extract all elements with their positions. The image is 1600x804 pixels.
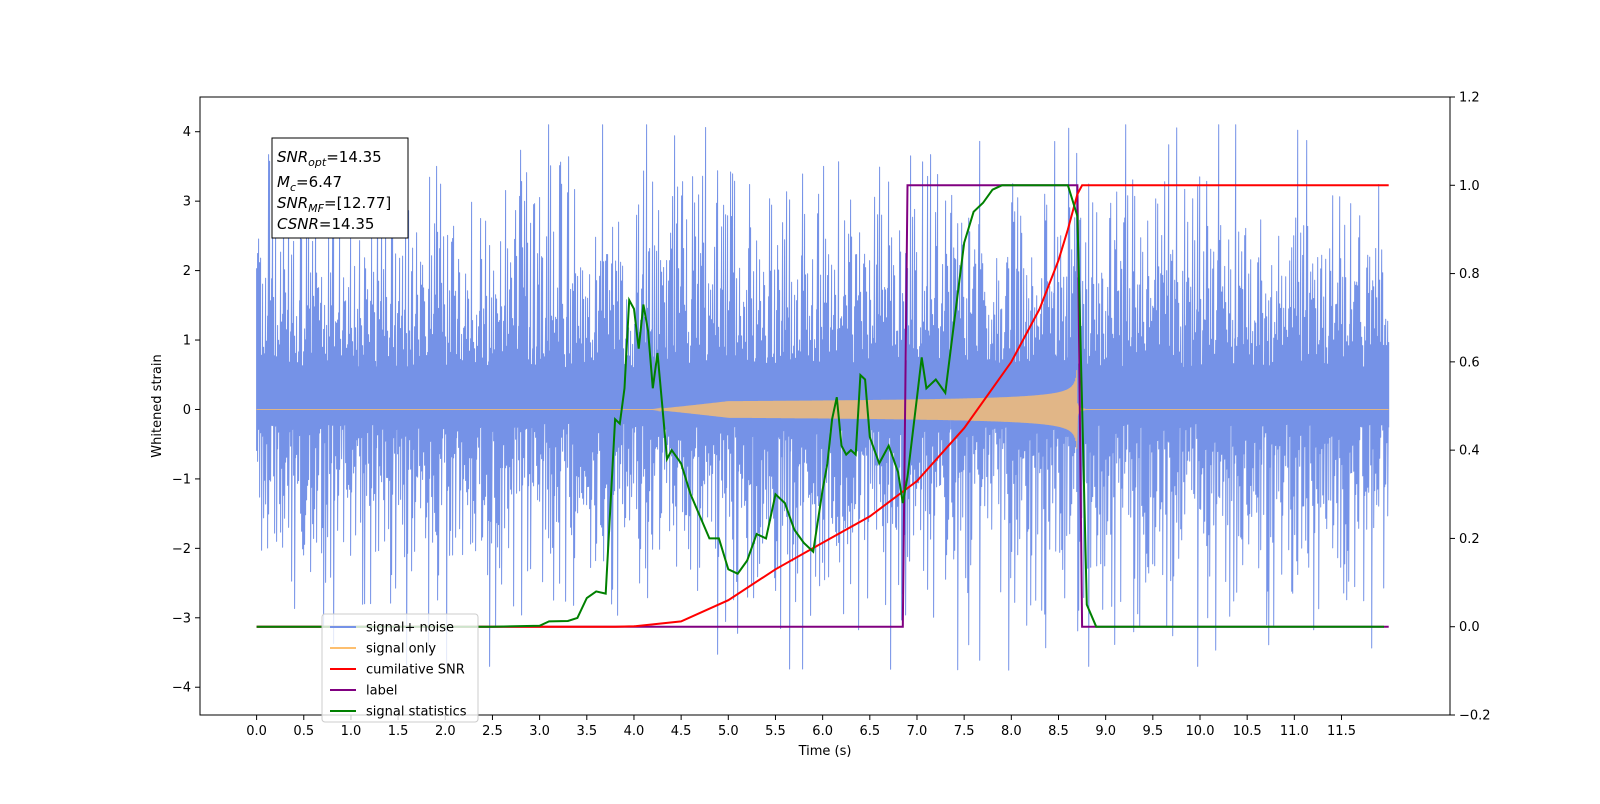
y-left-tick-label: −2 (172, 542, 191, 557)
x-tick-label: 0.5 (293, 724, 314, 739)
metric-mc: Mc=6.47 (277, 173, 342, 194)
x-tick-label: 8.0 (1001, 724, 1022, 739)
y-left-tick-label: 4 (183, 125, 191, 140)
y-left-tick-label: 2 (183, 264, 191, 279)
x-tick-label: 11.0 (1280, 724, 1309, 739)
metric-snr-opt: SNRopt=14.35 (277, 148, 382, 169)
x-tick-label: 5.5 (765, 724, 786, 739)
y-axis-right-ticks: 1.2 1.0 0.8 0.6 0.4 0.2 0.0 −0.2 (1450, 91, 1491, 724)
y-right-tick-label: 0.2 (1459, 532, 1480, 547)
x-tick-label: 2.0 (435, 724, 456, 739)
x-tick-label: 2.5 (482, 724, 503, 739)
metrics-annotation-box: SNRopt=14.35 Mc=6.47 SNRMF=[12.77] CSNR=… (271, 137, 409, 239)
x-tick-label: 1.5 (388, 724, 409, 739)
x-tick-label: 9.0 (1095, 724, 1116, 739)
legend-frame (321, 613, 479, 723)
y-right-tick-label: 0.4 (1459, 444, 1480, 459)
legend-items: signal+ noise signal only cumilative SNR la… (330, 621, 467, 720)
x-tick-label: 5.0 (718, 724, 739, 739)
metric-snr-mf: SNRMF=[12.77] (277, 194, 391, 215)
y-right-tick-label: 1.0 (1459, 179, 1480, 194)
y-axis-label: Whitened strain (150, 354, 165, 457)
x-tick-label: 6.5 (859, 724, 880, 739)
x-tick-label: 8.5 (1048, 724, 1069, 739)
series-layer (256, 124, 1390, 671)
y-right-tick-label: 0.6 (1459, 355, 1480, 370)
x-tick-label: 4.5 (671, 724, 692, 739)
series-signal-noise-line (256, 124, 1390, 671)
y-left-tick-label: 3 (183, 195, 191, 210)
y-left-tick-label: −1 (172, 472, 191, 487)
metric-csnr: CSNR=14.35 (277, 215, 374, 233)
y-right-tick-label: 0.8 (1459, 267, 1480, 282)
plot-frame (199, 96, 1451, 716)
x-tick-label: 7.5 (954, 724, 975, 739)
x-tick-label: 10.0 (1186, 724, 1215, 739)
legend: signal+ noise signal only cumilative SNR la… (321, 613, 479, 723)
x-tick-label: 10.5 (1233, 724, 1262, 739)
y-left-tick-label: 0 (183, 403, 191, 418)
x-tick-label: 3.0 (529, 724, 550, 739)
x-axis-label: Time (s) (798, 744, 852, 759)
y-right-tick-label: −0.2 (1459, 709, 1491, 724)
legend-label: signal statistics (366, 705, 467, 720)
y-right-tick-label: 0.0 (1459, 620, 1480, 635)
x-axis-ticks: 0.0 0.5 1.0 1.5 2.0 2.5 3.0 3.5 4.0 4.5 5.0 5.5 6.0 6… (246, 715, 1356, 739)
series-signal-statistics-line (256, 184, 1384, 628)
x-tick-label: 3.5 (576, 724, 597, 739)
x-tick-label: 0.0 (246, 724, 267, 739)
legend-label: cumilative SNR (366, 663, 465, 678)
x-tick-label: 1.0 (341, 724, 362, 739)
y-left-tick-label: −4 (172, 681, 191, 696)
y-left-tick-label: 1 (183, 334, 191, 349)
x-tick-label: 9.5 (1142, 724, 1163, 739)
metrics-annotation-frame (271, 137, 409, 239)
series-signal-only-line (256, 370, 1389, 449)
y-left-tick-label: −3 (172, 611, 191, 626)
y-axis-left-ticks: 4 3 2 1 0 −1 −2 −3 −4 (172, 125, 200, 696)
x-tick-label: 7.0 (907, 724, 928, 739)
legend-label: signal+ noise (366, 621, 454, 636)
x-tick-label: 11.5 (1327, 724, 1356, 739)
legend-label: signal only (366, 642, 436, 657)
series-cumilative-snr-line (256, 184, 1389, 628)
y-right-tick-label: 1.2 (1459, 91, 1480, 106)
x-tick-label: 4.0 (624, 724, 645, 739)
x-tick-label: 6.0 (812, 724, 833, 739)
legend-label: label (366, 684, 397, 699)
